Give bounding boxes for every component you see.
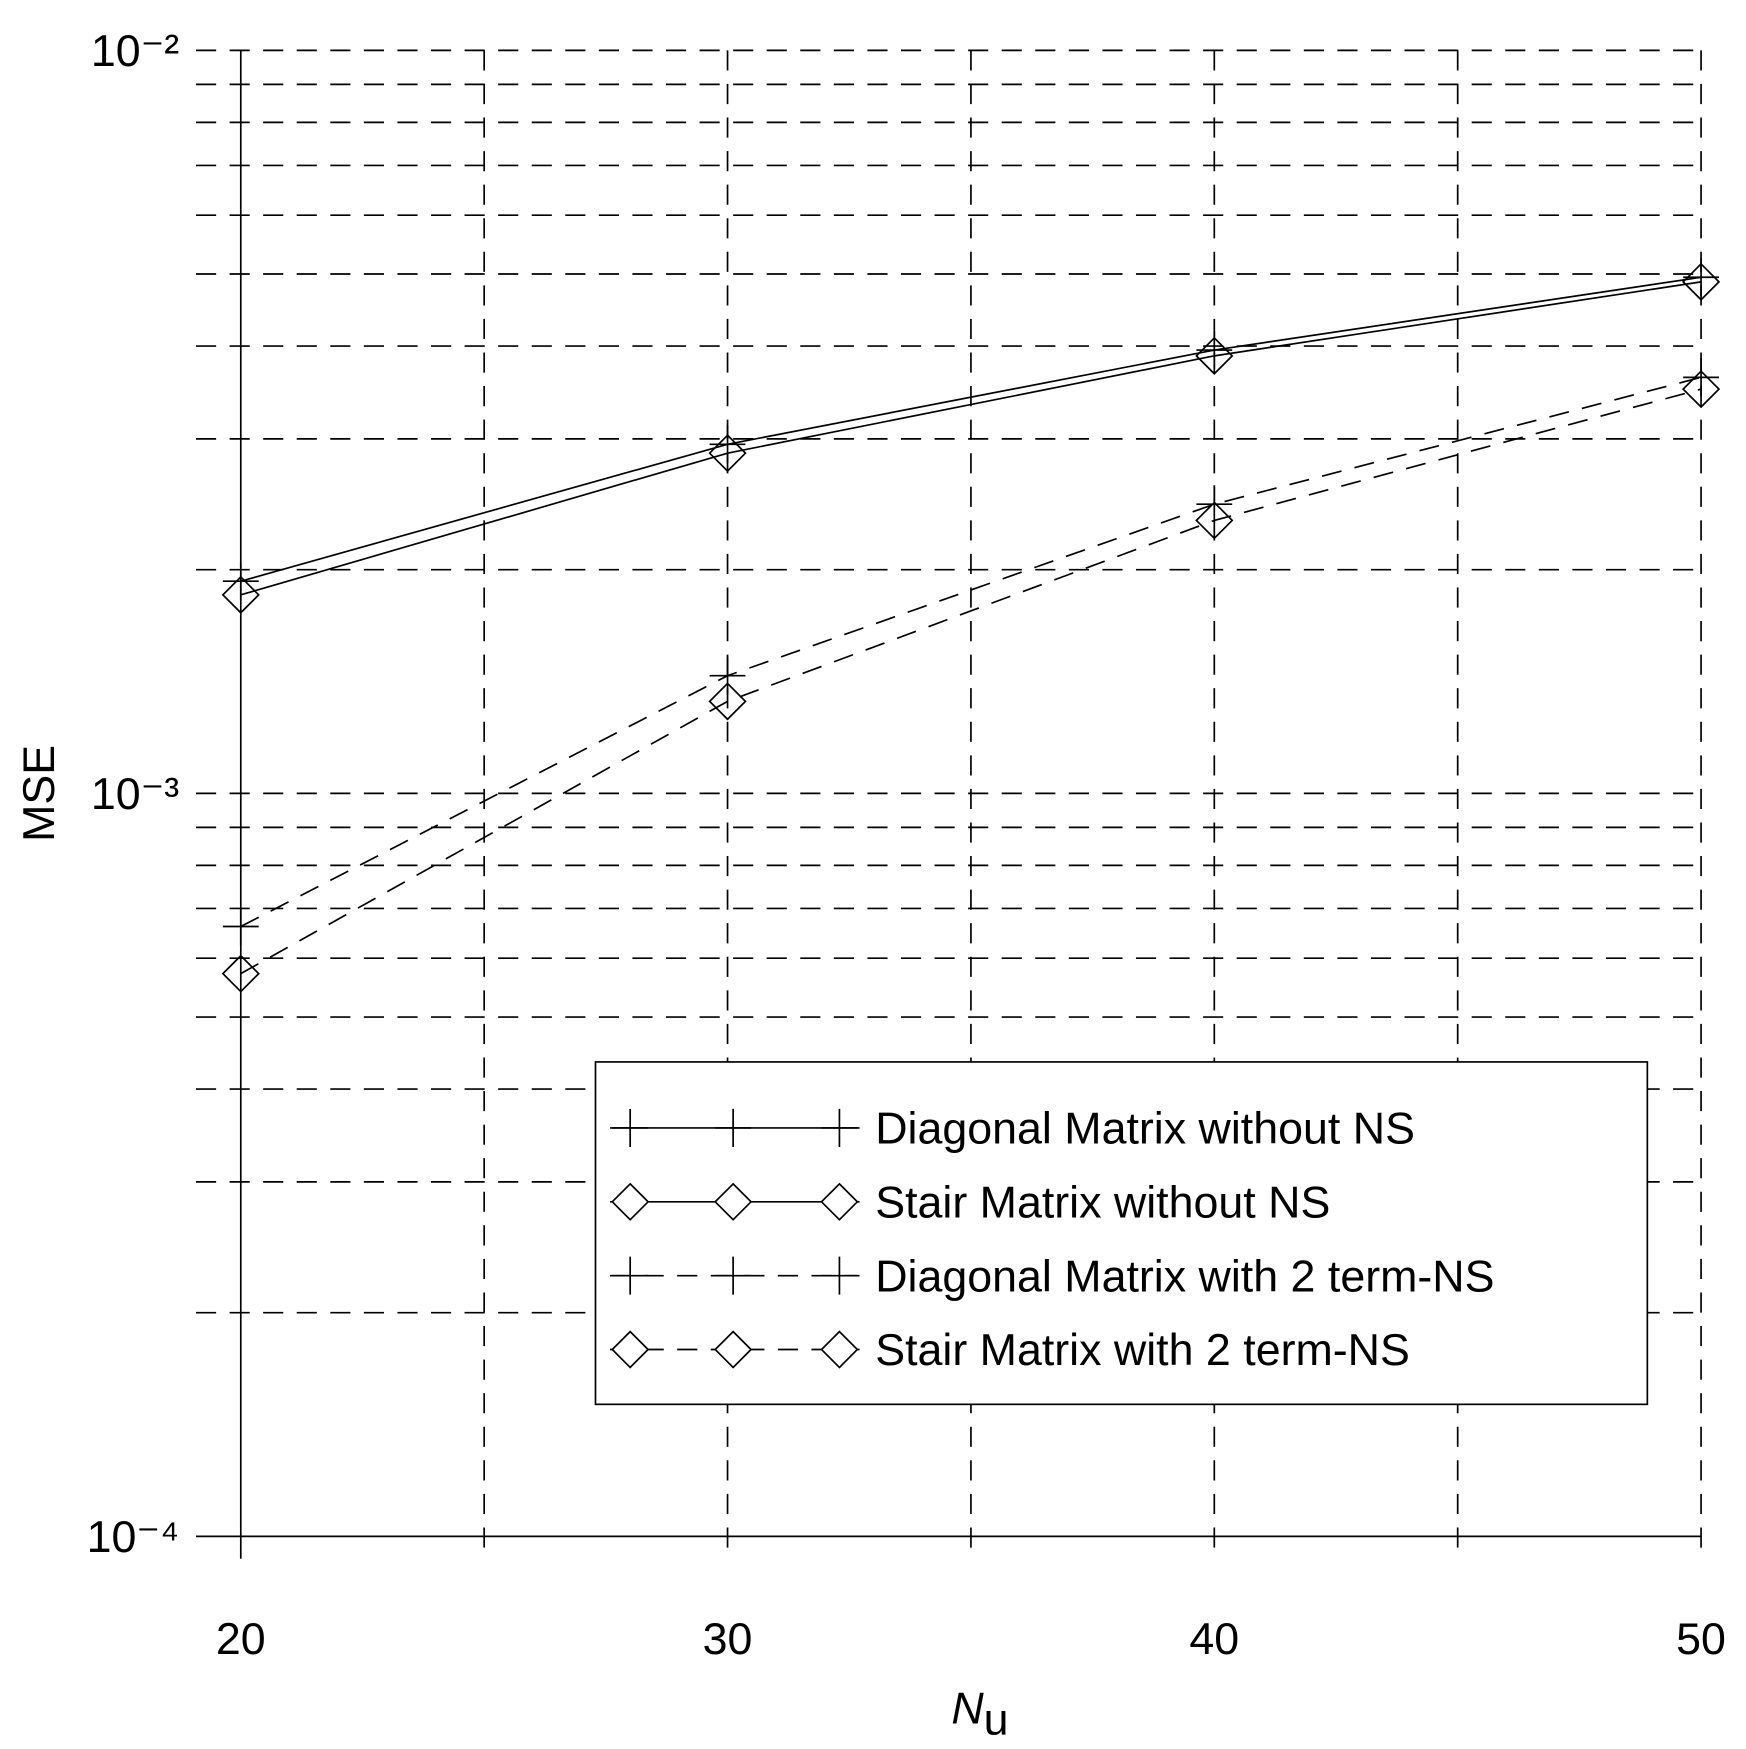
x-tick-label: 20 — [216, 1614, 266, 1664]
legend-label: Diagonal Matrix without NS — [875, 1104, 1415, 1154]
x-axis-label: Nu — [951, 1683, 1008, 1744]
legend: Diagonal Matrix without NS Stair Matrix w… — [594, 1061, 1649, 1406]
y-axis-label: MSE — [14, 745, 64, 842]
series-line — [240, 281, 1702, 596]
x-tick-label: 30 — [703, 1614, 753, 1664]
marker-diamond — [1681, 370, 1721, 409]
legend-marker — [715, 1108, 752, 1147]
marker-plus — [709, 656, 746, 695]
series-line — [240, 376, 1702, 928]
marker-plus — [222, 562, 259, 601]
legend-marker — [820, 1182, 859, 1221]
x-tick-label: 50 — [1676, 1614, 1726, 1664]
x-tick-label: 40 — [1189, 1614, 1239, 1664]
series-line — [240, 388, 1702, 975]
legend-marker — [612, 1256, 649, 1295]
marker-plus — [222, 907, 259, 946]
legend-marker — [821, 1256, 858, 1295]
legend-marker — [714, 1330, 753, 1369]
y-tick-label: 10⁻² — [91, 26, 179, 76]
x-axis-label-sub: u — [984, 1694, 1009, 1744]
marker-plus — [1683, 358, 1719, 397]
legend-marker — [714, 1182, 753, 1221]
marker-diamond — [708, 434, 747, 473]
legend-marker — [821, 1108, 858, 1147]
marker-diamond — [221, 575, 260, 614]
marker-diamond — [708, 682, 747, 721]
legend-box — [594, 1061, 1649, 1406]
marker-diamond — [1195, 501, 1234, 540]
legend-marker — [715, 1256, 752, 1295]
series-line — [240, 276, 1702, 583]
marker-plus — [709, 425, 746, 464]
marker-plus — [1196, 485, 1233, 524]
legend-marker — [611, 1182, 650, 1221]
x-axis-label-main: N — [951, 1683, 984, 1733]
legend-marker — [820, 1330, 859, 1369]
legend-label: Diagonal Matrix with 2 term-NS — [875, 1251, 1494, 1301]
y-tick-label: 10⁻³ — [91, 769, 179, 819]
legend-marker — [611, 1330, 650, 1369]
legend-label: Stair Matrix with 2 term-NS — [875, 1325, 1410, 1375]
y-tick-label: 10⁻⁴ — [87, 1512, 180, 1562]
marker-diamond — [1195, 336, 1234, 375]
marker-diamond — [221, 954, 260, 993]
legend-label: Stair Matrix without NS — [875, 1177, 1330, 1227]
marker-diamond — [1681, 262, 1721, 301]
legend-marker — [612, 1108, 649, 1147]
